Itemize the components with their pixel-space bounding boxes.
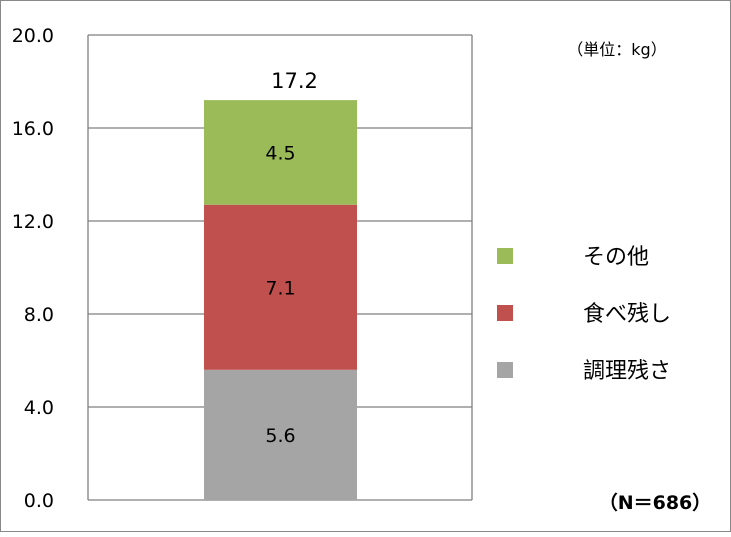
sample-size-note: （N＝686）: [599, 491, 712, 514]
y-tick-label: 20.0: [12, 25, 54, 47]
y-tick-label: 4.0: [24, 397, 54, 419]
data-label: 7.1: [265, 277, 295, 299]
bar-segment: [204, 204, 357, 370]
legend-label: 調理残さ: [583, 359, 671, 384]
data-label: 5.6: [265, 425, 295, 447]
data-labels: 5.6 7.1 4.5: [265, 142, 295, 446]
gridlines: [87, 34, 473, 501]
total-label: 17.2: [271, 69, 318, 93]
y-tick-label: 8.0: [24, 304, 54, 326]
bar-segment: [204, 100, 357, 205]
bar-segment: [204, 369, 357, 500]
y-tick-label: 12.0: [12, 211, 54, 233]
legend-swatch: [497, 362, 513, 378]
legend-label: その他: [583, 245, 649, 270]
legend-swatch: [497, 248, 513, 264]
y-axis-ticks: 0.0 4.0 8.0 12.0 16.0 20.0: [12, 25, 54, 512]
y-tick-label: 0.0: [24, 490, 54, 512]
y-tick-label: 16.0: [12, 118, 54, 140]
bar-segments: [204, 100, 357, 500]
legend-label: 食べ残し: [583, 302, 671, 327]
legend-swatch: [497, 305, 513, 321]
data-label: 4.5: [265, 142, 295, 164]
unit-label: （単位：kg）: [567, 40, 666, 59]
